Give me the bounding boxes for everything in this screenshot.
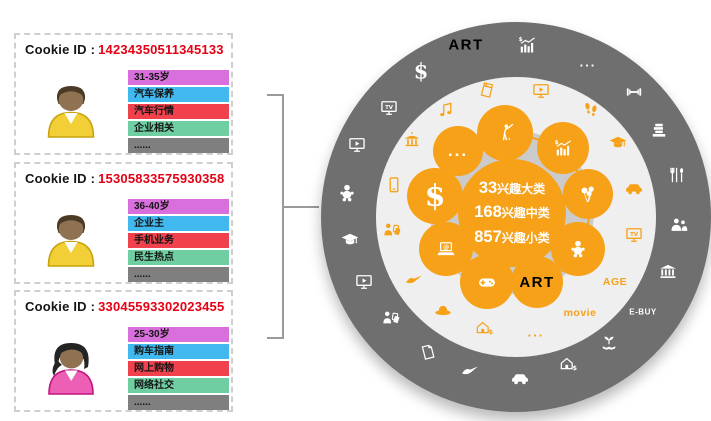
category-age-label: AGE — [602, 276, 628, 288]
cookie-id-value: 15305833575930358 — [98, 171, 225, 186]
male-avatar — [36, 204, 106, 274]
category-movie-label: movie — [563, 307, 597, 319]
svg-text:$: $ — [489, 329, 493, 336]
interest-summary-line: 33兴趣大类 — [478, 179, 546, 198]
interest-balloons-icon — [563, 169, 613, 219]
category-car-icon — [624, 178, 644, 198]
ring-bank-icon — [658, 262, 678, 282]
profile-tag: 购车指南 — [128, 344, 229, 359]
ring-dots-label: ... — [579, 54, 597, 70]
profile-tag: 民生热点 — [128, 250, 229, 265]
cookie-id-value: 33045593302023455 — [98, 299, 225, 314]
ring-book-icon — [418, 342, 438, 362]
interest-dots-label: ... — [433, 126, 483, 176]
cookie-id-label: Cookie ID : — [25, 171, 96, 186]
category-hat-icon — [433, 300, 453, 320]
male-avatar — [36, 75, 106, 145]
svg-text:$: $ — [573, 365, 577, 372]
profile-tag: ...... — [128, 138, 229, 153]
svg-text:TV: TV — [630, 232, 639, 238]
interest-golf-player-icon — [477, 105, 533, 161]
ring-utensils-icon — [667, 165, 687, 185]
ring-tv-icon: TV — [379, 98, 399, 118]
cookie-id-label: Cookie ID : — [25, 299, 96, 314]
ring-bird-icon — [460, 361, 480, 381]
cookie-card-title: Cookie ID :14234350511345133 — [25, 42, 224, 57]
cookie-card: Cookie ID :15305833575930358 36-40岁 企业主手机… — [14, 162, 233, 284]
profile-tag: ...... — [128, 267, 229, 282]
category-tv-icon: TV — [624, 225, 644, 245]
female-avatar — [36, 332, 106, 402]
interest-summary-circle: 33兴趣大类 168兴趣中类 857兴趣小类 — [458, 159, 566, 267]
bracket-middle-stub — [284, 206, 319, 208]
profile-tag: 36-40岁 — [128, 199, 229, 214]
category-graduation-cap-icon — [608, 133, 628, 153]
ring-dumbbell-icon — [624, 82, 644, 102]
category-music-note-icon — [436, 100, 456, 120]
profile-tag: 25-30岁 — [128, 327, 229, 342]
tag-list: 36-40岁 企业主手机业务民生热点...... — [128, 199, 229, 284]
category-monitor-play-icon — [531, 81, 551, 101]
interest-summary-line: 168兴趣中类 — [474, 203, 550, 222]
svg-text:$: $ — [555, 140, 559, 146]
ring-baby-icon — [337, 183, 357, 203]
cookie-card: Cookie ID :14234350511345133 31-35岁 汽车保养汽… — [14, 33, 233, 155]
interest-dots-label: $ — [407, 168, 463, 224]
ring-dots-label: $ — [413, 58, 429, 84]
category-footprints-icon — [581, 100, 601, 120]
interest-chart-dollar-icon: $ — [537, 122, 589, 174]
svg-text:TV: TV — [385, 105, 394, 111]
ring-graduation-cap-icon — [340, 230, 360, 250]
ring-person-cards-icon — [381, 308, 401, 328]
profile-tag: 网上购物 — [128, 361, 229, 376]
category-notebook-icon — [477, 80, 497, 100]
ring-coins-stack-icon — [649, 120, 669, 140]
interest-summary-line: 857兴趣小类 — [474, 227, 550, 246]
profile-tag: 企业主 — [128, 216, 229, 231]
tag-list: 25-30岁 购车指南网上购物网络社交...... — [128, 327, 229, 412]
ring-house-dollar-icon: $ — [558, 354, 578, 374]
wheel: 33兴趣大类 168兴趣中类 857兴趣小类 $ ART @ $... TV AGE mov… — [321, 22, 711, 412]
cookie-id-label: Cookie ID : — [25, 42, 96, 57]
ring-art-label: ART — [448, 36, 484, 54]
ring-car-icon — [510, 368, 530, 388]
profile-tag: 31-35岁 — [128, 70, 229, 85]
cookie-id-value: 14234350511345133 — [98, 42, 224, 57]
svg-text:@: @ — [443, 243, 449, 251]
bracket-top-stub — [267, 94, 284, 96]
ring-person-group-icon — [669, 215, 689, 235]
profile-tag: 汽车保养 — [128, 87, 229, 102]
profile-tag: 企业相关 — [128, 121, 229, 136]
ring-monitor-play-icon — [347, 135, 367, 155]
category-pavilion-icon — [402, 130, 422, 150]
profile-tag: ...... — [128, 395, 229, 410]
tag-list: 31-35岁 汽车保养汽车行情企业相关...... — [128, 70, 229, 155]
ring-monitor-play-icon — [354, 272, 374, 292]
ring-plant-hands-icon — [599, 333, 619, 353]
category-bird-icon — [404, 270, 424, 290]
ring-e-buy-label: E-BUY — [629, 307, 657, 317]
cookie-card-title: Cookie ID :33045593302023455 — [25, 299, 224, 314]
bracket-bottom-stub — [267, 337, 284, 339]
profile-tag: 网络社交 — [128, 378, 229, 393]
category-house-dollar-icon: $ — [474, 318, 494, 338]
category-dots-label: ... — [527, 324, 545, 340]
category-smartphone-icon — [384, 175, 404, 195]
category-person-cards-icon — [382, 220, 402, 240]
profile-tag: 汽车行情 — [128, 104, 229, 119]
cookie-card-title: Cookie ID :15305833575930358 — [25, 171, 224, 186]
cookie-card: Cookie ID :33045593302023455 25-30岁 购车指南网… — [14, 290, 233, 412]
profile-tag: 手机业务 — [128, 233, 229, 248]
svg-text:$: $ — [519, 37, 523, 43]
ring-chart-dollar-icon: $ — [517, 35, 537, 55]
bracket-vertical — [282, 94, 284, 339]
